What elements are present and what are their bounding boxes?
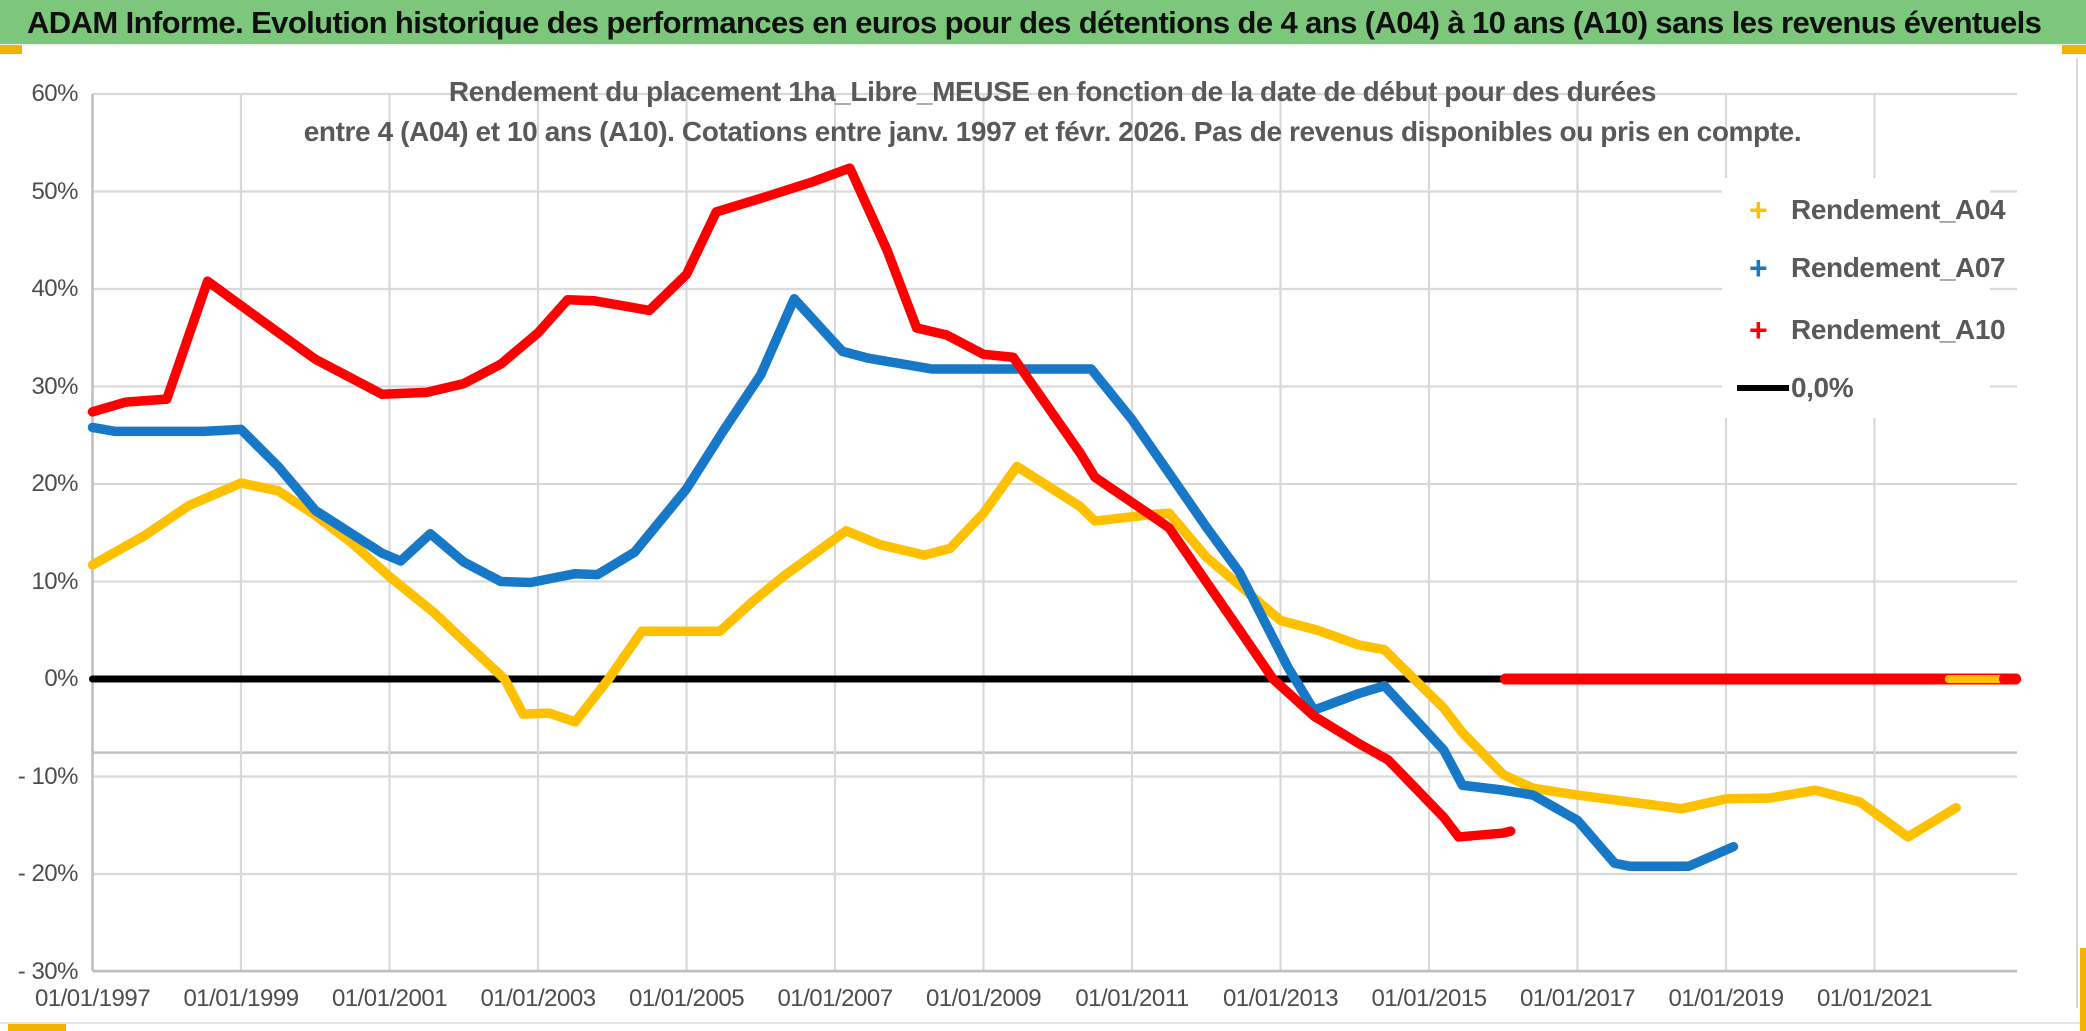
y-tick-label: 40% <box>31 275 78 302</box>
chart-title: Rendement du placement 1ha_Libre_MEUSE e… <box>80 72 2025 152</box>
x-tick-label: 01/01/2021 <box>1816 985 1933 1012</box>
x-tick-label: 01/01/2013 <box>1222 985 1339 1012</box>
legend-plus-marker-icon: + <box>1749 192 1768 228</box>
y-tick-label: - 10% <box>17 762 79 790</box>
chart-title-line1: Rendement du placement 1ha_Libre_MEUSE e… <box>448 76 1657 107</box>
x-tick-label: 01/01/2015 <box>1371 985 1487 1012</box>
chart-title-line2: entre 4 (A04) et 10 ans (A10). Cotations… <box>303 116 1802 147</box>
accent-corner-top-left <box>0 45 22 54</box>
series-line-rendement_a07[interactable] <box>87 294 1739 871</box>
legend-label: Rendement_A04 <box>1791 194 2006 225</box>
series-line-rendement_a04[interactable] <box>87 461 1961 842</box>
x-tick-label: 01/01/2011 <box>1075 985 1189 1012</box>
y-tick-label: 20% <box>31 470 78 497</box>
legend-backdrop <box>1722 178 1990 418</box>
series-line-rendement_a10[interactable] <box>87 163 1516 842</box>
x-tick-label: 01/01/1997 <box>34 985 151 1012</box>
x-tick-label: 01/01/2019 <box>1668 985 1784 1012</box>
y-tick-label: 60% <box>31 80 78 107</box>
y-tick-label: 0% <box>44 665 78 692</box>
x-tick-label: 01/01/2017 <box>1519 985 1636 1012</box>
legend-label: Rendement_A10 <box>1791 314 2006 345</box>
x-tick-label: 01/01/1999 <box>183 985 299 1012</box>
window-title-bar: ADAM Informe. Evolution historique des p… <box>0 0 2086 44</box>
x-tick-label: 01/01/2005 <box>628 985 745 1012</box>
bottom-divider <box>0 1022 2086 1024</box>
y-tick-label: - 30% <box>17 957 79 985</box>
banner-divider <box>0 44 2086 46</box>
x-tick-label: 01/01/2003 <box>480 985 596 1012</box>
legend-label: Rendement_A07 <box>1791 252 2006 283</box>
accent-edge-bottom-right <box>2080 948 2086 1031</box>
accent-corner-top-right <box>2062 45 2086 54</box>
y-tick-label: - 20% <box>17 860 79 887</box>
legend-line-swatch <box>1737 385 1789 391</box>
legend-plus-marker-icon: + <box>1749 312 1768 348</box>
x-tick-label: 01/01/2007 <box>777 985 893 1012</box>
y-tick-label: 10% <box>31 567 78 595</box>
legend-label: 0,0% <box>1791 372 1854 403</box>
x-tick-label: 01/01/2001 <box>331 985 448 1012</box>
accent-corner-bottom-left <box>8 1024 66 1031</box>
x-tick-label: 01/01/2009 <box>925 985 1042 1012</box>
y-tick-label: 50% <box>31 177 78 205</box>
legend-plus-marker-icon: + <box>1749 250 1768 286</box>
y-tick-label: 30% <box>31 372 78 400</box>
